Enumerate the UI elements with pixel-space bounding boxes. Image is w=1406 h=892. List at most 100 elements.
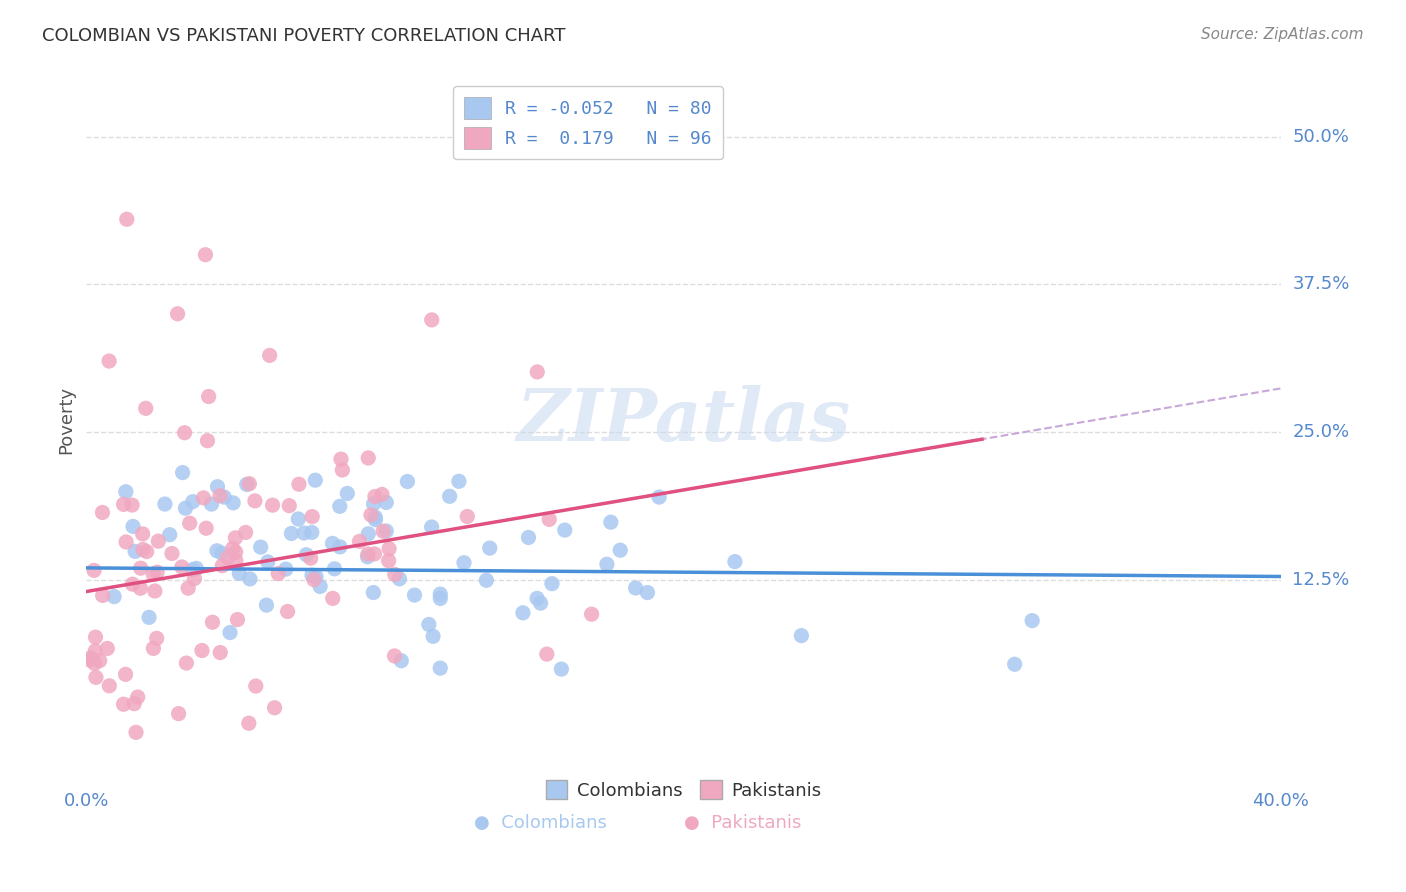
Colombians [200, 497, 222, 511]
Colombians [159, 527, 181, 541]
Pakistanis [135, 544, 157, 558]
Pakistanis [193, 491, 215, 505]
Pakistanis [142, 641, 165, 656]
Pakistanis [131, 527, 153, 541]
Colombians [103, 590, 125, 604]
Pakistanis [160, 547, 183, 561]
Pakistanis [129, 581, 152, 595]
Pakistanis [79, 651, 101, 665]
Colombians [207, 480, 229, 494]
Pakistanis [127, 690, 149, 704]
Colombians [309, 579, 332, 593]
Legend: Colombians, Pakistanis: Colombians, Pakistanis [537, 772, 830, 809]
Colombians [439, 489, 461, 503]
Colombians [280, 526, 302, 541]
Pakistanis [179, 516, 201, 531]
Colombians [596, 558, 619, 572]
Pakistanis [371, 524, 394, 539]
Colombians [636, 585, 658, 599]
Colombians [301, 525, 323, 540]
Pakistanis [83, 657, 105, 671]
Pakistanis [245, 679, 267, 693]
Colombians [329, 540, 352, 554]
Colombians [212, 490, 235, 504]
Pakistanis [456, 509, 478, 524]
Colombians [295, 548, 318, 562]
Colombians [181, 494, 204, 508]
Pakistanis [224, 531, 246, 545]
Pakistanis [301, 509, 323, 524]
Colombians [249, 540, 271, 554]
Pakistanis [360, 508, 382, 522]
Colombians [724, 555, 747, 569]
Pakistanis [357, 547, 380, 561]
Pakistanis [420, 313, 443, 327]
Pakistanis [299, 551, 322, 566]
Colombians [388, 572, 411, 586]
Pakistanis [146, 566, 169, 580]
Colombians [138, 610, 160, 624]
Colombians [429, 591, 451, 606]
Colombians [422, 629, 444, 643]
Colombians [609, 543, 631, 558]
Text: ●  Colombians: ● Colombians [474, 814, 606, 832]
Pakistanis [122, 697, 145, 711]
Pakistanis [364, 490, 387, 504]
Text: Source: ZipAtlas.com: Source: ZipAtlas.com [1201, 27, 1364, 42]
Pakistanis [238, 716, 260, 731]
Colombians [418, 617, 440, 632]
Pakistanis [91, 589, 114, 603]
Pakistanis [112, 698, 135, 712]
Pakistanis [225, 554, 247, 568]
Text: 40.0%: 40.0% [1253, 792, 1309, 811]
Pakistanis [84, 644, 107, 658]
Text: 25.0%: 25.0% [1292, 423, 1350, 441]
Pakistanis [143, 584, 166, 599]
Colombians [205, 543, 228, 558]
Pakistanis [349, 534, 371, 549]
Colombians [529, 596, 551, 610]
Colombians [322, 536, 344, 550]
Colombians [1004, 657, 1026, 672]
Text: 0.0%: 0.0% [63, 792, 110, 811]
Colombians [404, 588, 426, 602]
Colombians [478, 541, 501, 555]
Colombians [181, 563, 204, 577]
Pakistanis [191, 643, 214, 657]
Colombians [211, 546, 233, 560]
Colombians [375, 495, 398, 509]
Colombians [274, 562, 297, 576]
Pakistanis [183, 572, 205, 586]
Pakistanis [211, 558, 233, 573]
Colombians [420, 520, 443, 534]
Colombians [329, 500, 352, 514]
Colombians [336, 486, 359, 500]
Pakistanis [377, 554, 399, 568]
Colombians [453, 556, 475, 570]
Colombians [554, 523, 576, 537]
Y-axis label: Poverty: Poverty [58, 386, 75, 454]
Colombians [790, 629, 813, 643]
Colombians [356, 549, 378, 564]
Colombians [122, 519, 145, 533]
Pakistanis [263, 700, 285, 714]
Colombians [1021, 614, 1043, 628]
Pakistanis [526, 365, 548, 379]
Pakistanis [278, 499, 301, 513]
Colombians [475, 574, 498, 588]
Pakistanis [330, 452, 353, 467]
Pakistanis [208, 489, 231, 503]
Pakistanis [177, 581, 200, 595]
Pakistanis [91, 506, 114, 520]
Colombians [599, 515, 621, 529]
Colombians [526, 591, 548, 606]
Pakistanis [277, 605, 299, 619]
Colombians [357, 526, 380, 541]
Colombians [219, 625, 242, 640]
Pakistanis [378, 541, 401, 556]
Pakistanis [148, 534, 170, 549]
Pakistanis [262, 498, 284, 512]
Text: ZIPatlas: ZIPatlas [516, 384, 851, 456]
Pakistanis [170, 560, 193, 574]
Pakistanis [538, 512, 561, 526]
